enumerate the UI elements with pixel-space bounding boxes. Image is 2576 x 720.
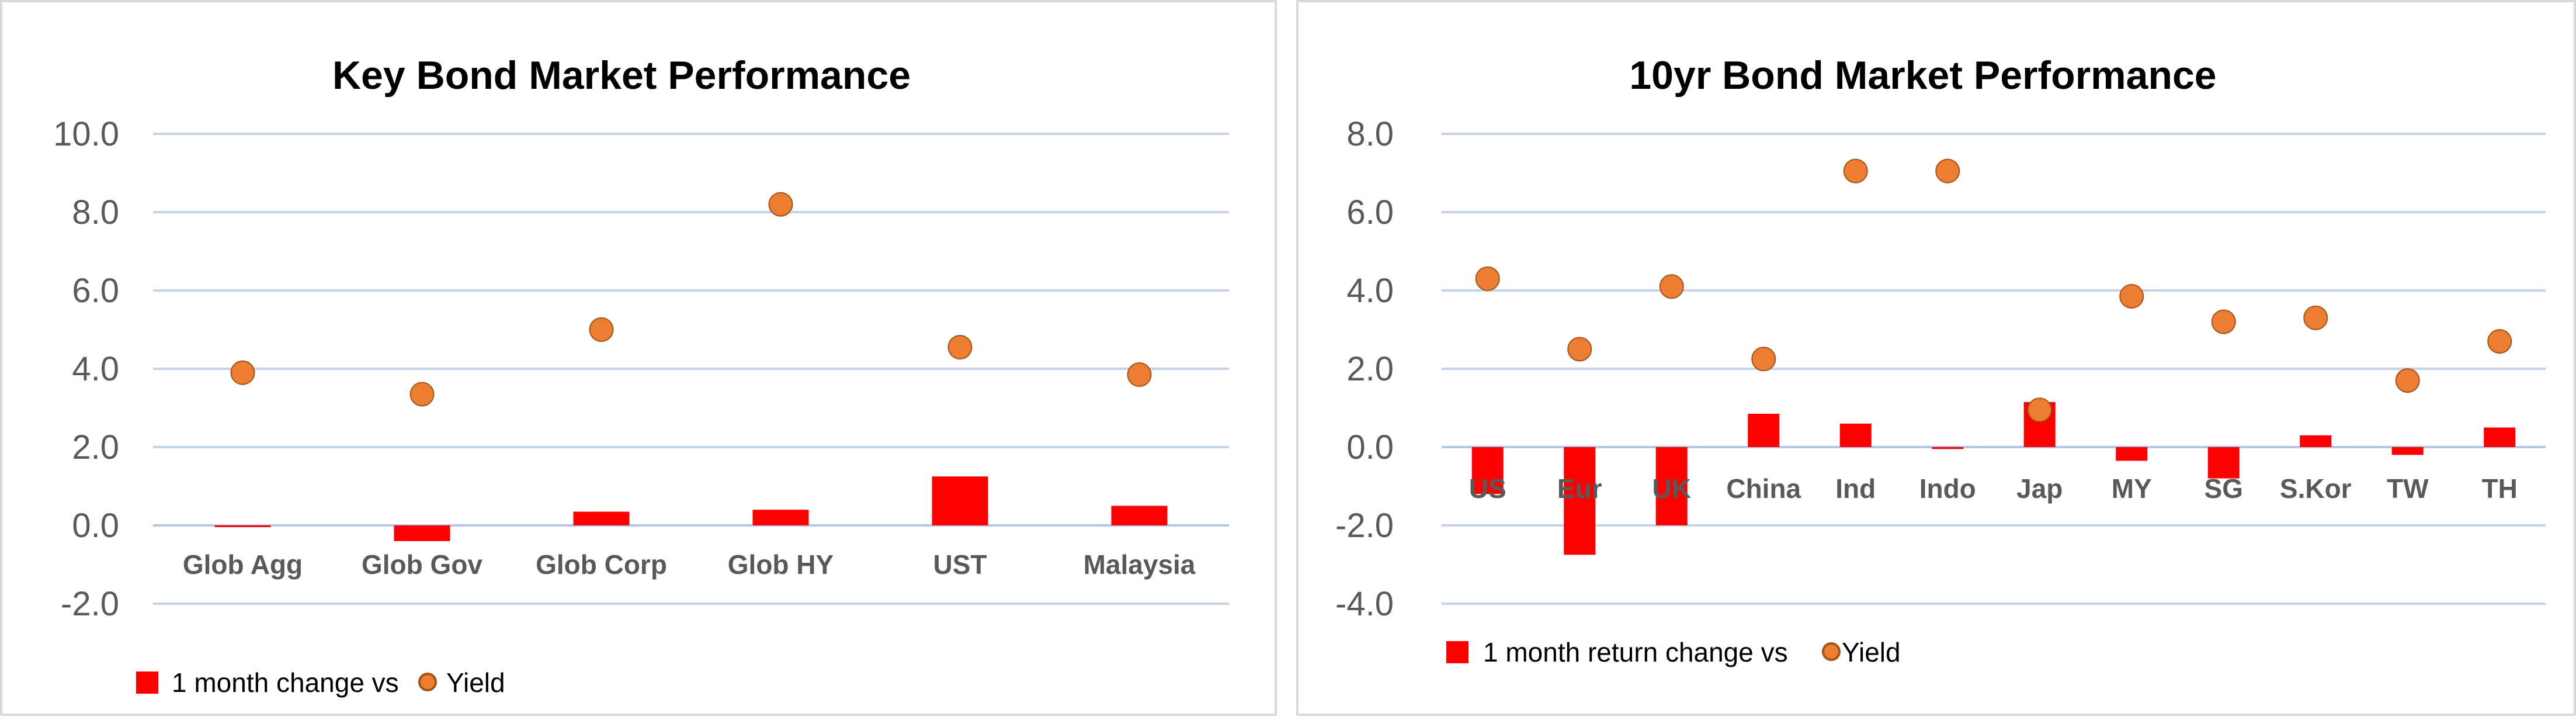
legend: 1 month change vs Yield xyxy=(136,667,505,698)
bar xyxy=(394,525,450,541)
y-axis-ticks: 8.0 6.0 4.0 2.0 0.0 -2.0 -4.0 xyxy=(1335,115,1394,623)
legend-label-yield: Yield xyxy=(446,667,505,698)
chart-panel-key-bond: Key Bond Market Performance 10.0 8.0 6.0 4.… xyxy=(0,0,1277,716)
yield-point xyxy=(409,382,435,407)
legend-label-bar: 1 month change vs xyxy=(172,667,399,698)
gridlines xyxy=(1442,133,2546,605)
yield-point xyxy=(1935,158,1960,184)
bar xyxy=(2391,447,2424,455)
yield-point xyxy=(2303,305,2328,330)
x-tick-label: US xyxy=(1469,473,1506,504)
legend-dot-swatch xyxy=(418,673,437,691)
y-tick-label: -4.0 xyxy=(1335,585,1394,623)
chart-panel-10yr-bond: 10yr Bond Market Performance 8.0 6.0 4.0 2.… xyxy=(1296,0,2576,716)
x-tick-label: Glob Corp xyxy=(536,549,667,580)
x-tick-label: TW xyxy=(2387,473,2429,504)
bar xyxy=(1564,447,1596,555)
bar xyxy=(1748,414,1780,447)
chart-canvas: Key Bond Market Performance 10.0 8.0 6.0 4.… xyxy=(53,53,1229,698)
bar xyxy=(573,511,630,525)
yield-point xyxy=(589,317,614,342)
y-tick-label: -2.0 xyxy=(61,585,119,623)
bar xyxy=(2484,427,2516,447)
bar xyxy=(1471,447,1504,494)
chart-title: Key Bond Market Performance xyxy=(332,53,911,98)
legend-label-yield: Yield xyxy=(1842,637,1901,667)
yield-point xyxy=(2395,368,2420,393)
y-tick-label: 2.0 xyxy=(72,428,119,466)
yield-point xyxy=(1475,266,1500,291)
y-tick-label: 8.0 xyxy=(1346,115,1394,153)
x-tick-label: Jap xyxy=(2016,473,2063,504)
x-tick-label: UK xyxy=(1652,473,1691,504)
y-tick-label: -2.0 xyxy=(1335,507,1394,545)
bar xyxy=(932,476,988,525)
y-tick-label: 0.0 xyxy=(72,507,119,545)
y-tick-label: 6.0 xyxy=(1346,193,1394,231)
bar xyxy=(1111,506,1168,525)
yield-point xyxy=(768,192,793,217)
yield-series xyxy=(1475,158,2512,423)
yield-point xyxy=(2211,309,2236,334)
y-tick-label: 4.0 xyxy=(1346,272,1394,310)
yield-point xyxy=(1751,347,1776,372)
bar xyxy=(752,510,809,525)
x-tick-label: Glob Agg xyxy=(183,549,303,580)
y-axis-ticks: 10.0 8.0 6.0 4.0 2.0 0.0 -2.0 xyxy=(53,115,119,623)
legend-dot-swatch xyxy=(1822,642,1841,661)
bar xyxy=(214,525,271,527)
y-tick-label: 8.0 xyxy=(72,193,119,231)
yield-point xyxy=(1659,274,1684,299)
x-tick-label: Malaysia xyxy=(1084,549,1196,580)
x-tick-label: Eur xyxy=(1557,473,1602,504)
x-tick-label: MY xyxy=(2112,473,2152,504)
legend-bar-swatch xyxy=(1446,641,1468,663)
x-tick-label: China xyxy=(1726,473,1801,504)
yield-series xyxy=(230,192,1152,407)
chart-canvas: 10yr Bond Market Performance 8.0 6.0 4.0 2.… xyxy=(1335,53,2546,667)
bar xyxy=(2300,435,2332,447)
x-tick-label: Glob HY xyxy=(728,549,834,580)
yield-point xyxy=(1843,158,1868,184)
y-tick-label: 2.0 xyxy=(1346,350,1394,388)
legend-label-bar: 1 month return change vs xyxy=(1483,637,1788,667)
bar xyxy=(2116,447,2148,461)
bar xyxy=(1839,423,1872,447)
x-tick-label: S.Kor xyxy=(2280,473,2352,504)
bar xyxy=(1932,447,1964,449)
bar-series xyxy=(214,476,1168,541)
x-tick-label: TH xyxy=(2482,473,2518,504)
x-axis-ticks: US Eur UK China Ind Indo Jap MY SG S.Kor TW TH xyxy=(1469,473,2518,504)
legend-bar-swatch xyxy=(136,671,158,694)
x-axis-ticks: Glob Agg Glob Gov Glob Corp Glob HY UST Malay… xyxy=(183,549,1196,580)
x-tick-label: SG xyxy=(2204,473,2243,504)
y-tick-label: 6.0 xyxy=(72,272,119,310)
yield-point xyxy=(947,335,973,360)
chart-title: 10yr Bond Market Performance xyxy=(1629,53,2216,98)
x-tick-label: Ind xyxy=(1835,473,1876,504)
yield-point xyxy=(1567,337,1592,362)
x-tick-label: Glob Gov xyxy=(362,549,482,580)
yield-point xyxy=(2119,284,2144,309)
legend: 1 month return change vs Yield xyxy=(1446,637,1901,667)
y-tick-label: 10.0 xyxy=(53,115,119,153)
y-tick-label: 0.0 xyxy=(1346,428,1394,466)
bar xyxy=(2207,447,2240,479)
yield-point xyxy=(230,360,255,385)
gridlines xyxy=(153,133,1229,605)
x-tick-label: Indo xyxy=(1919,473,1976,504)
bar-series xyxy=(1471,401,2516,555)
y-tick-label: 4.0 xyxy=(72,350,119,388)
x-tick-label: UST xyxy=(933,549,987,580)
bar xyxy=(1655,447,1688,525)
yield-point xyxy=(2487,329,2512,354)
yield-point xyxy=(1127,362,1152,387)
yield-point xyxy=(2027,397,2052,423)
